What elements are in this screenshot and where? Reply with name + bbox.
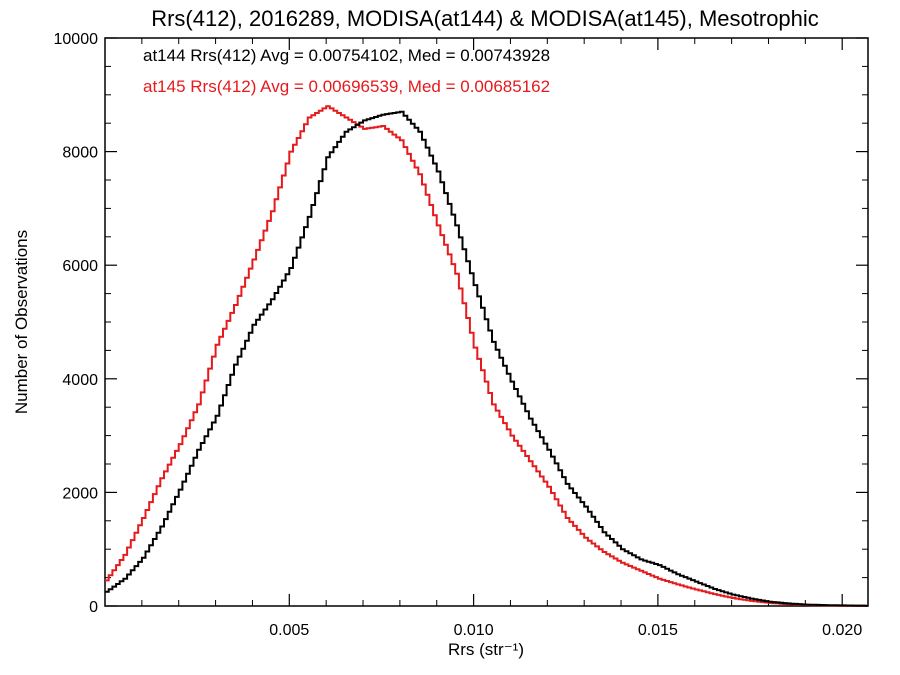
x-axis-ticks: 0.005 0.010 0.015 0.020 <box>141 38 862 639</box>
y-tick-label: 0 <box>89 599 98 616</box>
y-axis-label: Number of Observations <box>12 230 31 414</box>
series-layer <box>105 105 868 607</box>
series-line-at145 <box>105 105 868 607</box>
series-line-at144 <box>105 110 868 607</box>
plot-frame <box>104 37 869 607</box>
y-tick-label: 8000 <box>62 145 98 162</box>
y-tick-label: 10000 <box>54 31 99 48</box>
x-tick-label: 0.005 <box>269 622 309 639</box>
x-tick-label: 0.020 <box>822 622 862 639</box>
y-tick-label: 2000 <box>62 485 98 502</box>
y-axis-ticks: 0 2000 4000 6000 8000 10000 <box>54 31 868 616</box>
x-axis-label: Rrs (str⁻¹) <box>448 640 524 659</box>
x-tick-label: 0.010 <box>454 622 494 639</box>
y-tick-label: 4000 <box>62 372 98 389</box>
y-tick-label: 6000 <box>62 258 98 275</box>
legend-entry-at144: at144 Rrs(412) Avg = 0.00754102, Med = 0… <box>143 46 550 65</box>
x-tick-label: 0.015 <box>638 622 678 639</box>
legend-entry-at145: at145 Rrs(412) Avg = 0.00696539, Med = 0… <box>143 77 550 96</box>
chart-title: Rrs(412), 2016289, MODISA(at144) & MODIS… <box>151 6 819 31</box>
